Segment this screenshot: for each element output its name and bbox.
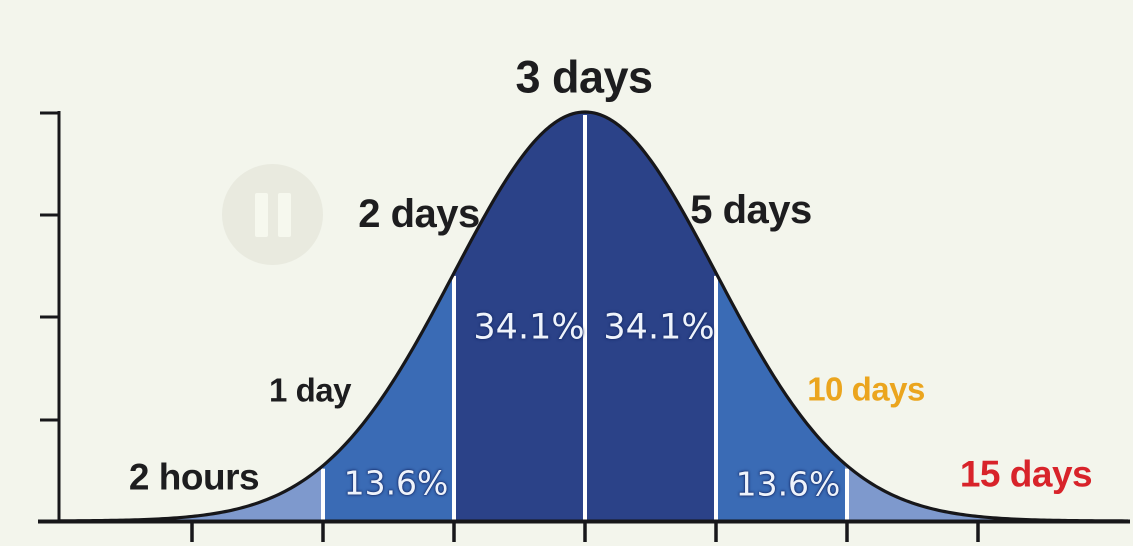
label-plus-1sd: 5 days [690,188,812,232]
label-minus-2sd: 1 day [269,371,351,409]
label-minus-1sd: 2 days [358,192,480,236]
percent-left-inner: 34.1% [473,307,585,348]
label-plus-2sd: 10 days [807,370,925,408]
label-mean: 3 days [515,51,653,103]
percent-left-outer: 13.6% [343,463,449,503]
percent-right-outer: 13.6% [735,464,841,504]
pause-icon [277,192,291,237]
pause-button[interactable] [222,164,323,265]
pause-icon [254,192,268,237]
label-minus-3sd: 2 hours [128,456,260,498]
percent-right-inner: 34.1% [603,307,715,348]
label-plus-3sd: 15 days [959,453,1093,495]
